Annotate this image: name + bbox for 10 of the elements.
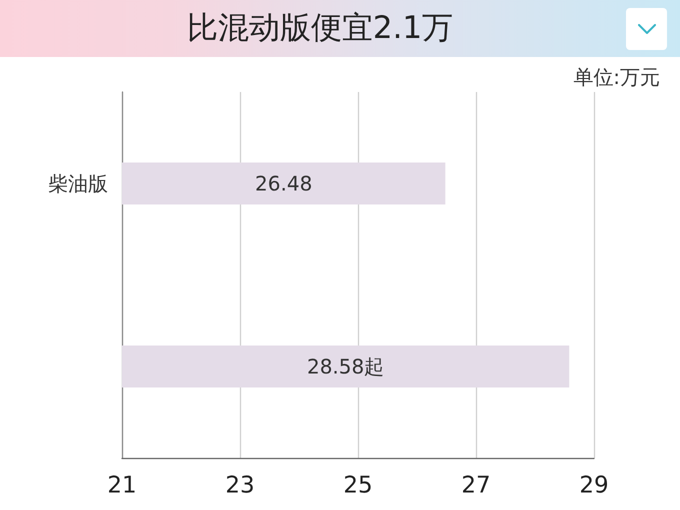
- data-label: 26.48: [255, 172, 312, 196]
- y-tick-label: 柴油版: [48, 172, 108, 196]
- x-tick-label: 23: [225, 472, 255, 498]
- x-tick-label: 29: [579, 472, 609, 498]
- text: 单位:万元: [573, 64, 660, 90]
- x-tick-label: 25: [343, 472, 373, 498]
- chart-title: 比混动版便宜2.1万: [186, 9, 454, 48]
- x-tick-label: 27: [461, 472, 491, 498]
- x-tick-label: 21: [107, 472, 137, 498]
- data-label: 28.58起: [306, 354, 384, 378]
